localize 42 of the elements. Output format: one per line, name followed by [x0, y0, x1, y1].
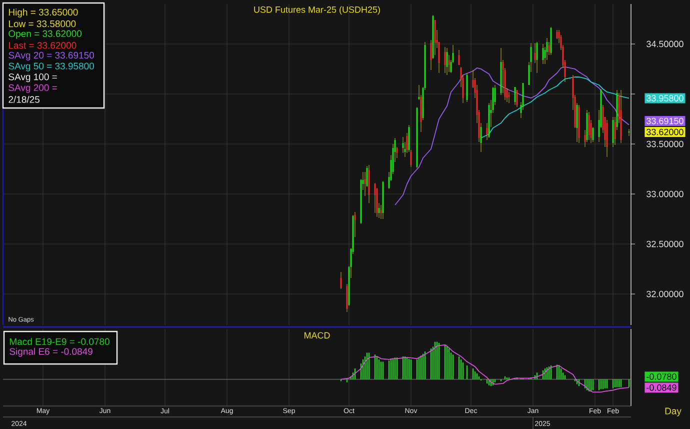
candlestick: [542, 44, 544, 64]
y-tick-label: 33.50000: [646, 140, 684, 148]
candlestick: [458, 50, 460, 66]
candlestick: [446, 48, 448, 76]
candlestick: [444, 46, 446, 74]
annotation: Signal E6 = -0.0849: [10, 348, 92, 357]
candlestick: [516, 90, 518, 108]
y-tick-label: 34.50000: [646, 40, 684, 48]
annotation: High = 33.65000: [8, 8, 78, 18]
candlestick: [536, 42, 538, 74]
candlestick: [434, 20, 436, 56]
annotation: Macd E19-E9 = -0.0780: [10, 338, 110, 345]
x-axis-title: Day: [665, 408, 682, 416]
candlestick: [340, 272, 342, 290]
candlestick: [588, 112, 590, 140]
annotation: SAvg 50 = 33.95800: [8, 62, 94, 72]
annotation: Last = 33.62000: [8, 42, 76, 49]
y-tick-label: 32.00000: [646, 290, 684, 298]
annotation: 2/18/25: [8, 96, 40, 103]
candlestick: [606, 120, 608, 158]
candlestick: [546, 38, 548, 60]
candlestick: [556, 30, 558, 40]
annotation: SAvg 20 = 33.69150: [8, 52, 94, 60]
candlestick: [508, 92, 510, 104]
text: -0.0849: [646, 384, 676, 391]
annotation: 33.95800: [646, 95, 684, 102]
annotation: SAvg 100 =: [8, 73, 57, 82]
y-tick-label: 33.00000: [646, 190, 684, 198]
candlestick: [628, 128, 630, 136]
candlestick: [514, 86, 516, 106]
annotation: 33.62000: [646, 128, 684, 136]
chart-title: USD Futures Mar-25 (USDH25): [254, 6, 380, 15]
text: -0.0780: [646, 373, 676, 380]
annotation: Open = 33.62000: [8, 30, 82, 39]
chart-title: MACD: [304, 332, 330, 339]
annotation: SAvg 200 =: [8, 84, 57, 93]
candlestick: [612, 116, 614, 148]
annotation: Low = 33.58000: [8, 20, 76, 28]
candlestick: [374, 182, 376, 214]
annotation: 33.69150: [646, 118, 684, 124]
candlestick: [402, 136, 404, 154]
y-tick-label: 32.50000: [646, 240, 684, 248]
